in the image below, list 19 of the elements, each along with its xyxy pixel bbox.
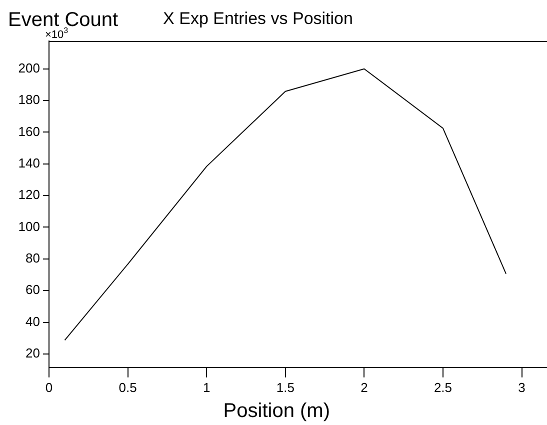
x-tick-label: 0 bbox=[45, 380, 53, 395]
x-tick-label: 1 bbox=[202, 380, 210, 395]
y-tick-label: 160 bbox=[18, 124, 40, 139]
y-tick-label: 180 bbox=[18, 92, 40, 108]
y-tick-label: 100 bbox=[18, 218, 40, 234]
chart-title: X Exp Entries vs Position bbox=[163, 9, 353, 28]
y-tick-label: 80 bbox=[26, 250, 40, 266]
y-tick-label: 40 bbox=[26, 314, 40, 329]
x-tick-label: 2.5 bbox=[434, 380, 452, 395]
y-tick-label: 200 bbox=[18, 60, 40, 76]
x-axis-title: Position (m) bbox=[223, 400, 330, 422]
y-tick-label: 20 bbox=[26, 346, 40, 361]
x-tick-label: 2 bbox=[360, 380, 368, 395]
y-tick-label: 60 bbox=[26, 282, 40, 298]
y-tick-label: 120 bbox=[18, 187, 40, 202]
x-tick-label: 3 bbox=[518, 380, 526, 395]
x-tick-label: 1.5 bbox=[276, 380, 294, 395]
y-tick-label: 140 bbox=[18, 155, 40, 170]
x-tick-label: 0.5 bbox=[118, 380, 137, 395]
